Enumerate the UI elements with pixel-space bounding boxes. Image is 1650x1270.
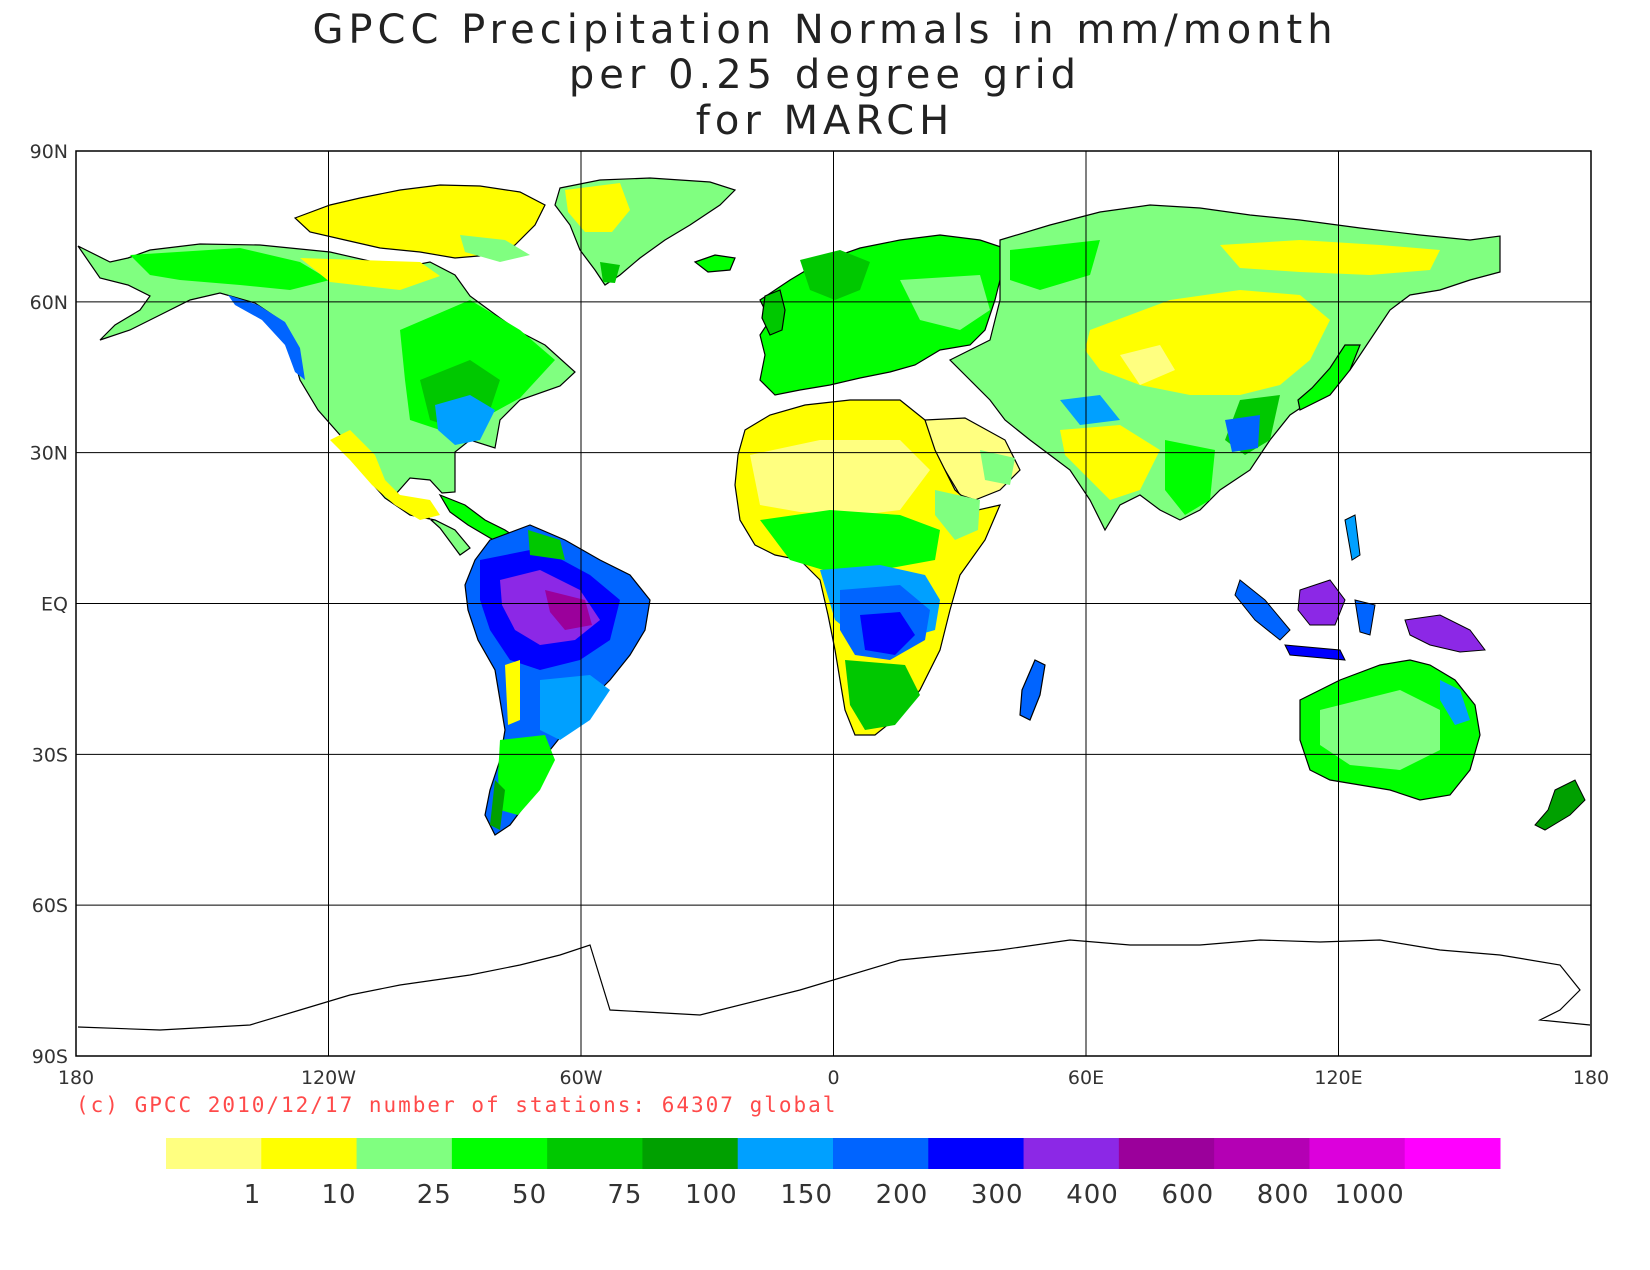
philippines xyxy=(1344,514,1361,561)
southern-africa-zone xyxy=(845,660,920,730)
northeast-australia-wet xyxy=(1440,680,1470,725)
gobi-desert xyxy=(1120,345,1175,385)
patagonia-wet-coast xyxy=(490,780,505,830)
south-china-wet-core xyxy=(1225,415,1260,452)
south-brazil-wet xyxy=(540,675,610,740)
japan xyxy=(1297,344,1361,411)
great-britain xyxy=(761,289,786,336)
pacific-northwest-wet xyxy=(228,295,305,380)
map-title-line-2: per 0.25 degree grid xyxy=(568,52,1082,98)
colorbar-swatch xyxy=(928,1138,1025,1169)
venezuela-zone xyxy=(528,530,565,560)
iceland xyxy=(693,254,736,273)
longitude-tick-label: 180 xyxy=(1573,1067,1609,1089)
eastern-europe-zone xyxy=(900,275,990,330)
colorbar-swatch xyxy=(1309,1138,1406,1169)
colorbar-label: 1000 xyxy=(1335,1180,1405,1210)
new-guinea xyxy=(1404,614,1486,653)
colorbar-legend: 1 10 25 50 75 100 150 200 300 400 600 800 1000 xyxy=(166,1138,1501,1210)
latitude-tick-label: 30S xyxy=(32,744,68,766)
longitude-tick-label: 60E xyxy=(1068,1067,1104,1089)
longitude-tick-label: 60W xyxy=(560,1067,603,1089)
java xyxy=(1284,644,1346,661)
colorbar-swatch xyxy=(547,1138,643,1169)
colorbar-label: 10 xyxy=(321,1180,356,1210)
himalaya-wet-belt xyxy=(1060,395,1120,425)
colorbar-label: 25 xyxy=(417,1180,452,1210)
data-credit: (c) GPCC 2010/12/17 number of stations: … xyxy=(76,1093,838,1117)
inner-australia-zone xyxy=(1320,690,1440,770)
colorbar-label: 75 xyxy=(607,1180,642,1210)
archipelago-wet-edge xyxy=(460,235,530,262)
scandinavia-wet xyxy=(800,250,870,300)
indochina-zone xyxy=(1165,440,1215,515)
colorbar-swatch xyxy=(833,1138,929,1169)
map-title-line-1: GPCC Precipitation Normals in mm/month xyxy=(312,7,1338,53)
alaska-zone xyxy=(130,248,330,290)
northern-canada-dry xyxy=(300,258,440,290)
colorbar-swatch xyxy=(166,1138,262,1169)
new-zealand xyxy=(1534,779,1586,831)
amazon-peak-wet xyxy=(545,590,592,630)
colorbar-label: 600 xyxy=(1162,1180,1215,1210)
longitude-labels: 180 120W 60W 0 60E 120E 180 xyxy=(58,1067,1609,1089)
map-title-line-3: for MARCH xyxy=(695,98,955,144)
siberia-dry xyxy=(1220,240,1440,275)
antarctica-coastline xyxy=(77,939,1591,1031)
sahara-desert xyxy=(750,440,930,515)
longitude-tick-label: 120E xyxy=(1314,1067,1362,1089)
sahel-zone xyxy=(760,510,940,572)
latitude-tick-label: 90S xyxy=(32,1046,68,1068)
longitude-tick-label: 180 xyxy=(58,1067,94,1089)
latitude-tick-label: 90N xyxy=(30,141,68,163)
great-plains-zone xyxy=(320,310,420,400)
map-frame xyxy=(75,150,1592,1057)
latitude-tick-label: 60S xyxy=(32,895,68,917)
madagascar xyxy=(1019,659,1046,721)
latitude-tick-label: 60N xyxy=(30,292,68,314)
colorbar-label: 800 xyxy=(1257,1180,1310,1210)
latitude-labels: 90N 60N 30N EQ 30S 60S 90S xyxy=(30,141,68,1068)
colorbar-label: 400 xyxy=(1066,1180,1119,1210)
western-siberia-zone xyxy=(1010,240,1100,290)
latitude-tick-label: 30N xyxy=(30,443,68,465)
greenland-south-wet xyxy=(600,262,620,283)
colorbar-label: 150 xyxy=(780,1180,833,1210)
longitude-tick-label: 120W xyxy=(301,1067,356,1089)
colorbar-label: 100 xyxy=(685,1180,738,1210)
colorbar-label: 200 xyxy=(876,1180,929,1210)
congo-wet-core xyxy=(860,612,915,655)
colorbar-swatch xyxy=(451,1138,548,1169)
colorbar-label: 50 xyxy=(512,1180,547,1210)
arabia-east-zone xyxy=(980,450,1015,485)
sulawesi xyxy=(1354,599,1376,636)
india-dry-zone xyxy=(1060,425,1160,500)
colorbar-label: 1 xyxy=(244,1180,262,1210)
argentina-zone xyxy=(498,735,555,815)
sumatra xyxy=(1234,579,1291,641)
borneo xyxy=(1297,579,1346,626)
land-precipitation-fields xyxy=(77,177,1591,1031)
latitude-tick-label: EQ xyxy=(41,594,68,616)
colorbar-label: 300 xyxy=(971,1180,1024,1210)
atacama-dry-zone xyxy=(505,660,520,725)
colorbar-swatch xyxy=(737,1138,834,1169)
southeast-us-wet xyxy=(435,395,495,445)
colorbar-swatch xyxy=(642,1138,739,1169)
colorbar-swatch xyxy=(1118,1138,1215,1169)
longitude-tick-label: 0 xyxy=(827,1067,839,1089)
lat-lon-gridlines xyxy=(76,151,1591,1056)
colorbar-swatch xyxy=(1023,1138,1120,1169)
colorbar-swatch xyxy=(1404,1138,1501,1169)
colorbar-swatch xyxy=(356,1138,453,1169)
colorbar-swatch xyxy=(261,1138,358,1169)
colorbar-swatch xyxy=(1214,1138,1310,1169)
east-africa-zone xyxy=(935,490,980,540)
